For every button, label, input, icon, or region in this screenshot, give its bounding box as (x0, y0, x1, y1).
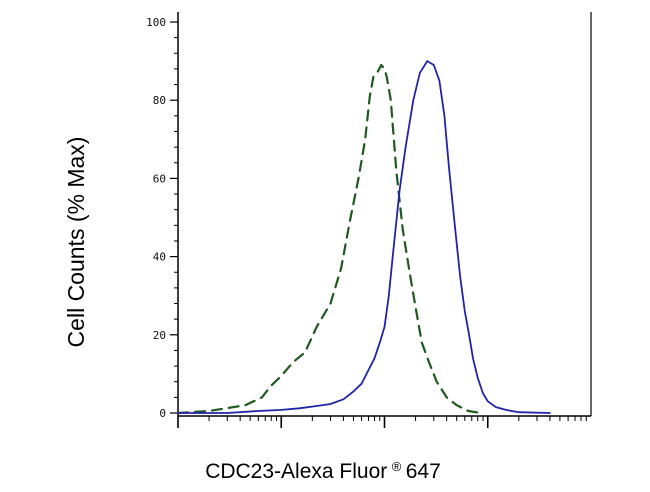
series-layer (176, 60, 551, 415)
x-axis-label-superscript: ® (392, 459, 402, 474)
y-axis-label: Cell Counts (% Max) (63, 137, 89, 348)
x-axis-label: CDC23-Alexa Fluor ® 647 (205, 458, 441, 483)
series-line-cdc23 (177, 60, 551, 414)
x-axis (177, 416, 587, 428)
y-tick-label: 40 (153, 251, 166, 264)
y-tick-label: 80 (153, 94, 166, 107)
y-tick-label: 20 (153, 329, 166, 342)
y-axis: 0 20 40 60 80 100 (146, 16, 178, 420)
series-line-control (176, 63, 482, 415)
y-tick-label: 0 (159, 407, 166, 420)
y-tick-label: 60 (153, 172, 166, 185)
plot-frame (177, 12, 592, 417)
x-axis-label-suffix: 647 (406, 460, 441, 483)
x-axis-label-main: CDC23-Alexa Fluor (205, 460, 387, 483)
y-tick-label: 100 (146, 16, 166, 29)
